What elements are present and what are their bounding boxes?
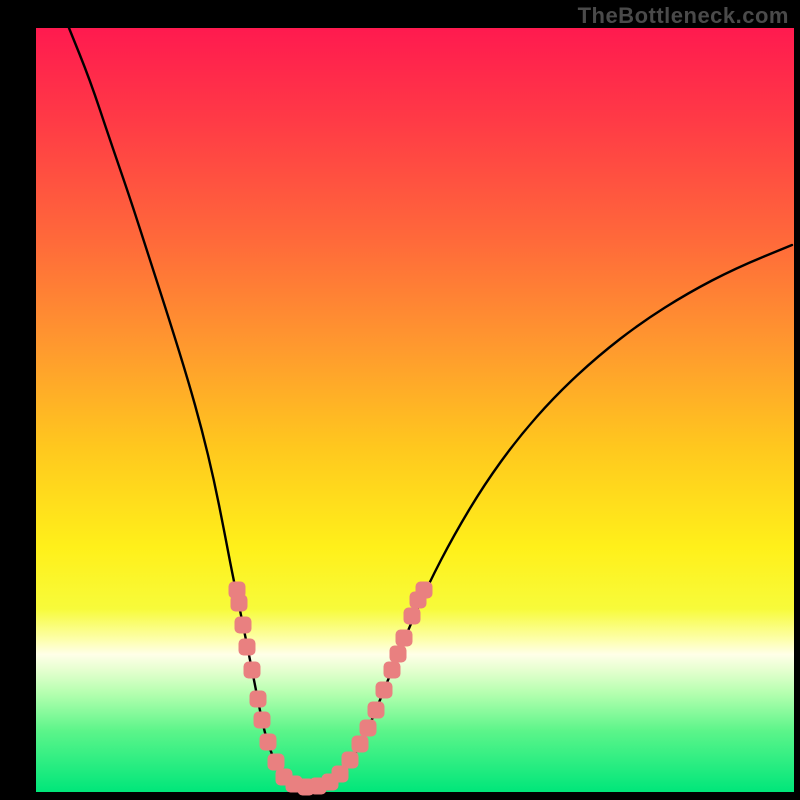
marker <box>404 608 421 625</box>
marker <box>352 736 369 753</box>
marker <box>254 712 271 729</box>
marker <box>396 630 413 647</box>
marker <box>360 720 377 737</box>
chart-container: TheBottleneck.com <box>0 0 800 800</box>
marker <box>260 734 277 751</box>
marker <box>239 639 256 656</box>
markers-group <box>229 582 433 796</box>
marker <box>244 662 261 679</box>
marker <box>342 752 359 769</box>
marker <box>390 646 407 663</box>
marker <box>268 754 285 771</box>
bottleneck-curve <box>69 28 792 787</box>
marker <box>368 702 385 719</box>
marker <box>235 617 252 634</box>
marker <box>416 582 433 599</box>
marker <box>376 682 393 699</box>
plot-area <box>36 28 794 792</box>
marker <box>250 691 267 708</box>
curve-layer <box>36 28 794 792</box>
watermark-text: TheBottleneck.com <box>578 3 789 29</box>
marker <box>384 662 401 679</box>
marker <box>231 595 248 612</box>
